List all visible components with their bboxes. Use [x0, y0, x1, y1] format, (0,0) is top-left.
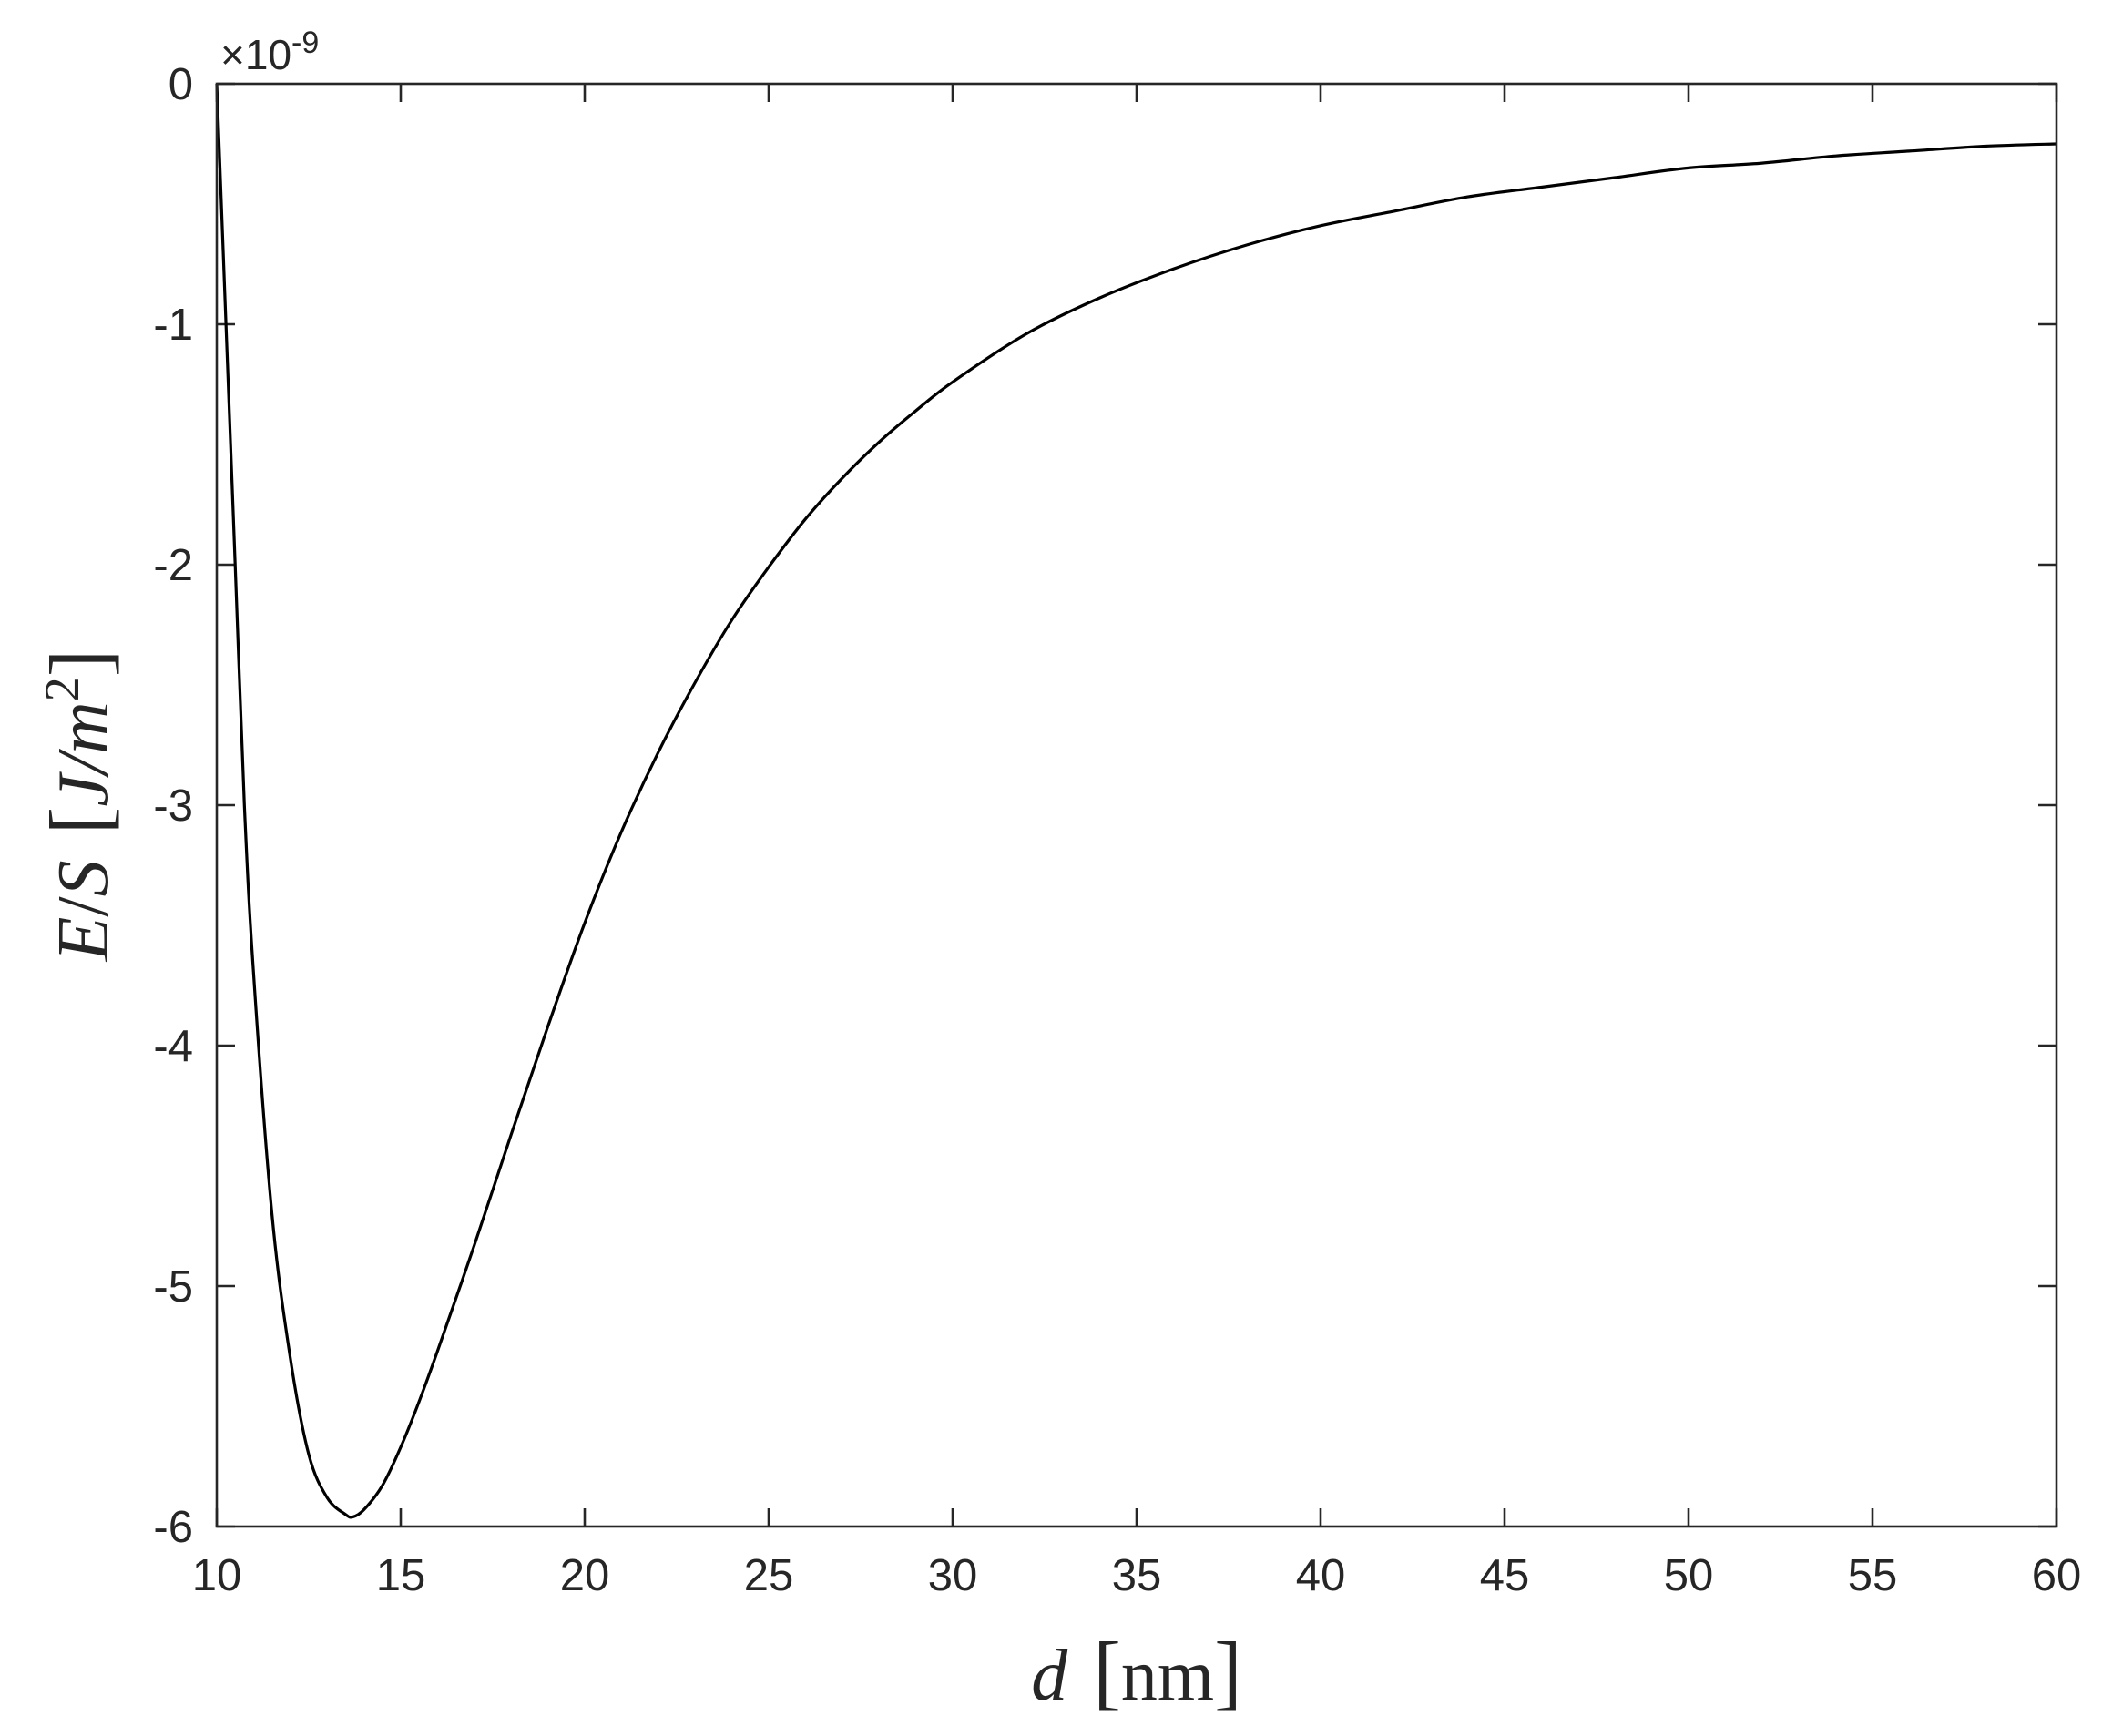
x-axis-right-bracket: ] — [1214, 1625, 1242, 1718]
y-tick-label: -4 — [153, 1022, 193, 1071]
y-multiplier-exponent: -9 — [291, 26, 319, 60]
x-tick-label: 55 — [1848, 1551, 1898, 1600]
y-axis-unit-exponent: 2 — [35, 677, 89, 701]
x-axis-left-bracket: [ — [1093, 1625, 1121, 1718]
x-axis-unit: nm — [1121, 1636, 1214, 1716]
x-axis-title: d [nm] — [1031, 1625, 1242, 1718]
x-tick-label: 40 — [1296, 1551, 1346, 1600]
y-tick-label: -1 — [153, 301, 193, 350]
y-axis-denominator: S — [44, 860, 124, 896]
y-axis-unit-base: J/m — [44, 701, 124, 807]
x-tick-label: 20 — [560, 1551, 610, 1600]
x-tick-label: 60 — [2032, 1551, 2082, 1600]
y-multiplier: ×10-9 — [220, 26, 319, 78]
tick-labels: 10 15 20 25 30 35 40 45 50 55 60 0 -1 -2 -3 -4 -5 -6 — [153, 60, 2081, 1600]
data-line — [215, 83, 2057, 1519]
plot-area — [217, 84, 2056, 1527]
plot-frame — [215, 82, 2058, 1528]
x-tick-label: 45 — [1480, 1551, 1530, 1600]
y-multiplier-prefix: ×10 — [220, 31, 291, 78]
y-tick-label: -3 — [153, 781, 193, 831]
x-tick-label: 10 — [192, 1551, 242, 1600]
y-tick-label: -5 — [153, 1262, 193, 1312]
x-tick-label: 30 — [928, 1551, 978, 1600]
y-axis-numerator: E — [44, 917, 124, 963]
x-tick-label: 35 — [1112, 1551, 1162, 1600]
y-axis-left-bracket: [ — [33, 807, 126, 835]
x-tick-label: 50 — [1664, 1551, 1714, 1600]
y-axis-title: E/S [J/m2] — [33, 649, 126, 963]
x-tick-label: 15 — [376, 1551, 426, 1600]
x-axis-variable: d — [1031, 1636, 1068, 1716]
y-tick-label: 0 — [168, 60, 193, 109]
y-tick-label: -2 — [153, 541, 193, 590]
y-axis-right-bracket: ] — [33, 649, 126, 678]
y-axis-slash: / — [44, 896, 124, 917]
y-tick-label: -6 — [153, 1503, 193, 1552]
x-tick-label: 25 — [744, 1551, 794, 1600]
